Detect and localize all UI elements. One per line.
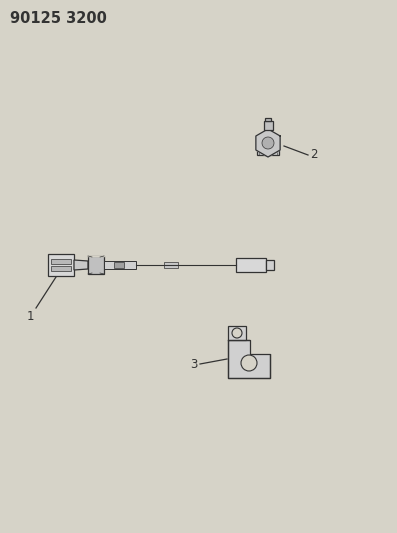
Text: 1: 1 (27, 310, 34, 323)
Circle shape (262, 137, 274, 149)
Bar (236, 258, 266, 272)
Text: 90125 3200: 90125 3200 (10, 11, 107, 26)
Bar (88, 256, 104, 274)
Bar (51, 266, 71, 271)
Bar (104, 261, 136, 269)
Bar (264, 121, 272, 130)
Bar (228, 340, 270, 378)
Bar (250, 338, 272, 354)
Bar (48, 254, 74, 276)
Bar (51, 259, 71, 264)
Bar (164, 262, 178, 268)
Bar (265, 118, 271, 121)
Bar (114, 262, 124, 268)
Circle shape (241, 355, 257, 371)
Bar (266, 260, 274, 270)
Text: 3: 3 (191, 358, 198, 370)
Bar (228, 326, 246, 340)
Polygon shape (74, 260, 88, 270)
Bar (257, 143, 279, 155)
Polygon shape (256, 129, 280, 157)
Circle shape (232, 328, 242, 338)
Text: 2: 2 (310, 149, 318, 161)
